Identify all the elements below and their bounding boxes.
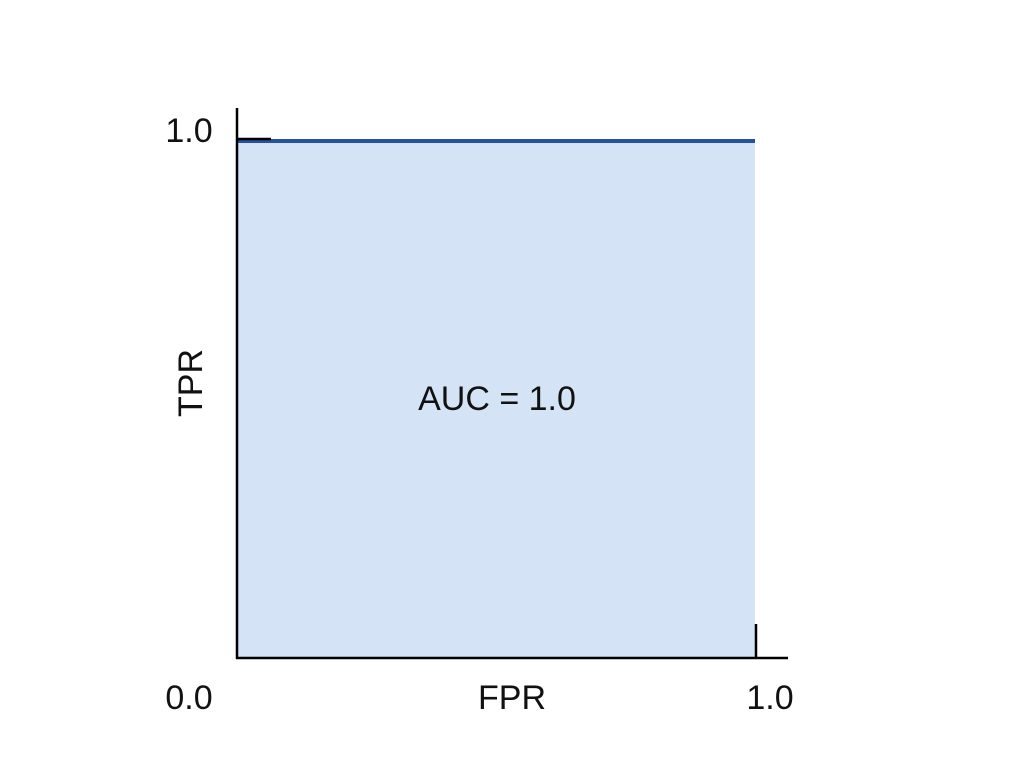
auc-annotation: AUC = 1.0 [418, 380, 576, 418]
auc-area [237, 141, 755, 658]
x-axis-label: FPR [478, 679, 546, 717]
x-tick-label-0: 0.0 [165, 679, 212, 717]
y-tick-label-1: 1.0 [165, 112, 212, 150]
x-tick-label-1: 1.0 [746, 679, 793, 717]
y-axis-label: TPR [172, 349, 210, 417]
